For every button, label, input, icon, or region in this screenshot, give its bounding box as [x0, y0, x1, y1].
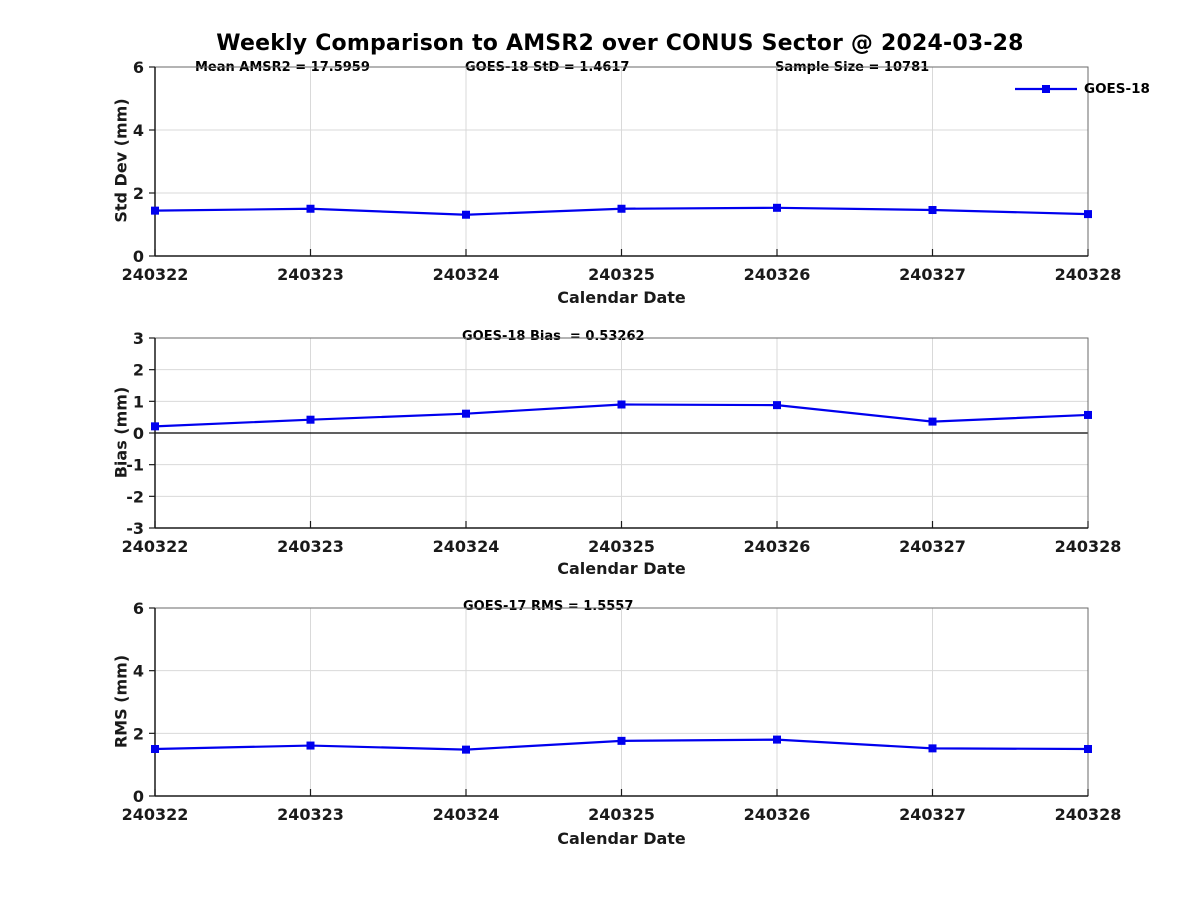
data-point-marker	[928, 417, 937, 426]
x-tick-label: 240327	[899, 805, 966, 824]
y-tick-label: 4	[133, 662, 144, 681]
x-tick-label: 240328	[1055, 537, 1122, 556]
data-point-marker	[151, 745, 159, 753]
y-tick-label: 6	[133, 58, 144, 77]
y-tick-label: -1	[126, 456, 144, 475]
data-point-marker	[306, 415, 315, 424]
plot-area-bias: 240322 240323 240324 240325 240326 240327 2403…	[122, 329, 1122, 556]
data-point-marker	[151, 206, 159, 215]
x-tick-label: 240326	[744, 265, 811, 284]
y-tick-label: 2	[133, 184, 144, 203]
data-point-marker	[462, 409, 470, 418]
x-tick-label: 240324	[433, 537, 500, 556]
y-tick-label: -2	[126, 487, 144, 506]
legend-label: GOES-18	[1084, 81, 1150, 97]
data-point-marker	[306, 741, 315, 750]
x-tick-label: 240327	[899, 265, 966, 284]
x-axis-label-calendar-date: Calendar Date	[557, 559, 686, 578]
x-tick-label: 240328	[1055, 265, 1122, 284]
data-point-marker	[151, 422, 159, 431]
data-point-marker	[306, 204, 315, 213]
data-point-marker	[462, 745, 470, 754]
plot-area-rms: 240322 240323 240324 240325 240326 240327 2403…	[122, 599, 1122, 824]
chart-title: Weekly Comparison to AMSR2 over CONUS Se…	[216, 31, 1024, 56]
y-axis-label-std-dev: Std Dev (mm)	[111, 98, 131, 223]
data-point-marker	[617, 204, 626, 213]
legend-line-marker-icon	[1015, 85, 1077, 93]
data-point-marker	[773, 203, 781, 212]
y-tick-label: 0	[133, 247, 144, 266]
x-tick-label: 240325	[588, 265, 655, 284]
x-tick-label: 240323	[277, 265, 344, 284]
data-point-marker	[928, 206, 937, 215]
annotation-goes17-rms: GOES-17 RMS = 1.5557	[463, 599, 634, 614]
x-tick-label: 240326	[744, 537, 811, 556]
y-tick-label: -3	[126, 519, 144, 538]
x-tick-label: 240324	[433, 265, 500, 284]
x-axis-label-calendar-date: Calendar Date	[557, 288, 686, 307]
x-tick-label: 240322	[122, 537, 189, 556]
y-tick-label: 1	[133, 392, 144, 411]
x-tick-label: 240326	[744, 805, 811, 824]
data-point-marker	[1084, 210, 1092, 219]
x-tick-label: 240323	[277, 537, 344, 556]
data-point-marker	[1084, 410, 1092, 419]
legend: GOES-18	[1015, 81, 1150, 97]
y-tick-label: 2	[133, 361, 144, 380]
data-point-marker	[617, 400, 626, 409]
x-tick-label: 240327	[899, 537, 966, 556]
x-tick-label: 240325	[588, 805, 655, 824]
y-tick-label: 3	[133, 329, 144, 348]
plot-area-std-dev: 240322 240323 240324 240325 240326 240327 2403…	[122, 58, 1122, 284]
x-tick-label: 240328	[1055, 805, 1122, 824]
x-axis-label-calendar-date: Calendar Date	[557, 829, 686, 848]
x-tick-label: 240323	[277, 805, 344, 824]
data-point-marker	[462, 210, 470, 219]
data-point-marker	[773, 401, 781, 410]
x-tick-label: 240322	[122, 265, 189, 284]
y-tick-label: 0	[133, 787, 144, 806]
x-tick-label: 240325	[588, 537, 655, 556]
y-tick-label: 4	[133, 121, 144, 140]
annotation-goes18-bias: GOES-18 Bias = 0.53262	[462, 329, 645, 344]
x-tick-label: 240322	[122, 805, 189, 824]
data-point-marker	[617, 736, 626, 745]
data-point-marker	[928, 744, 937, 753]
y-tick-label: 0	[133, 424, 144, 443]
y-tick-label: 6	[133, 599, 144, 618]
data-point-marker	[1084, 745, 1092, 753]
x-tick-label: 240324	[433, 805, 500, 824]
y-axis-label-rms: RMS (mm)	[111, 654, 131, 749]
data-point-marker	[773, 735, 781, 744]
y-tick-label: 2	[133, 724, 144, 743]
